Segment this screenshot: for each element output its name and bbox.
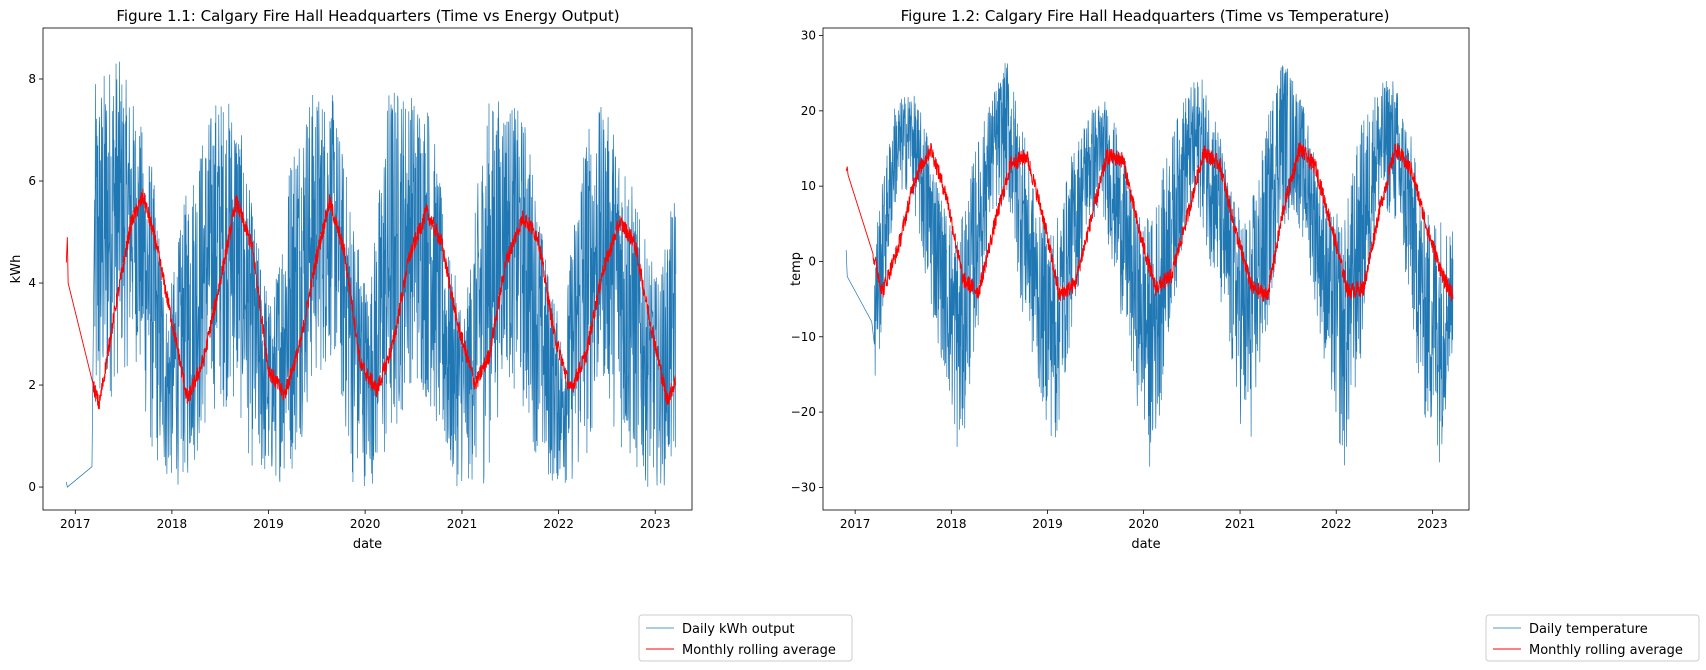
series-line-rolling-average — [65, 188, 677, 410]
y-tick-label: 0 — [28, 480, 36, 494]
plot-frame — [822, 27, 1470, 511]
legend: Daily temperature Monthly rolling average — [1485, 614, 1700, 662]
legend: Daily kWh output Monthly rolling average — [638, 614, 853, 662]
x-axis-label: date — [1131, 537, 1160, 552]
x-tick-label: 2020 — [1128, 517, 1159, 531]
y-tick-label: 2 — [28, 378, 36, 392]
series-line-daily — [65, 61, 677, 488]
plot-area — [65, 61, 677, 488]
legend-label: Daily kWh output — [682, 622, 795, 637]
x-tick-label: 2022 — [1321, 517, 1352, 531]
series-line-daily — [845, 63, 1454, 467]
y-tick-label: −30 — [791, 480, 816, 494]
x-tick-label: 2019 — [253, 517, 284, 531]
legend-label: Daily temperature — [1529, 622, 1648, 637]
series-line-rolling-average — [845, 140, 1454, 302]
x-tick-label: 2021 — [1225, 517, 1256, 531]
x-tick-label: 2023 — [1417, 517, 1448, 531]
chart-title: Figure 1.1: Calgary Fire Hall Headquarte… — [116, 7, 619, 25]
x-tick-label: 2018 — [157, 517, 188, 531]
x-axis-label: date — [353, 537, 382, 552]
y-tick-label: 0 — [808, 254, 816, 268]
x-tick-label: 2018 — [936, 517, 967, 531]
y-tick-label: 4 — [28, 276, 36, 290]
legend-label: Monthly rolling average — [682, 643, 836, 658]
legend-box — [638, 614, 853, 662]
x-tick-label: 2017 — [60, 517, 91, 531]
y-tick-label: 6 — [28, 174, 36, 188]
y-axis-label: kWh — [9, 255, 24, 284]
y-tick-label: 10 — [801, 179, 816, 193]
chart-title: Figure 1.2: Calgary Fire Hall Headquarte… — [901, 7, 1390, 25]
y-tick-label: 8 — [28, 72, 36, 86]
y-tick-label: −20 — [791, 405, 816, 419]
plot-frame — [42, 27, 693, 511]
temperature-chart: Figure 1.2: Calgary Fire Hall Headquarte… — [789, 7, 1700, 662]
plot-area — [845, 63, 1454, 467]
x-tick-label: 2017 — [840, 517, 871, 531]
y-tick-label: 30 — [801, 29, 816, 43]
x-tick-label: 2022 — [543, 517, 574, 531]
y-axis-label: temp — [789, 252, 804, 286]
y-tick-label: 20 — [801, 104, 816, 118]
legend-label: Monthly rolling average — [1529, 643, 1683, 658]
legend-box — [1485, 614, 1700, 662]
x-tick-label: 2019 — [1032, 517, 1063, 531]
x-tick-label: 2020 — [350, 517, 381, 531]
energy-output-chart: Figure 1.1: Calgary Fire Hall Headquarte… — [9, 7, 853, 662]
x-tick-label: 2023 — [640, 517, 671, 531]
x-tick-label: 2021 — [447, 517, 478, 531]
y-tick-label: −10 — [791, 330, 816, 344]
